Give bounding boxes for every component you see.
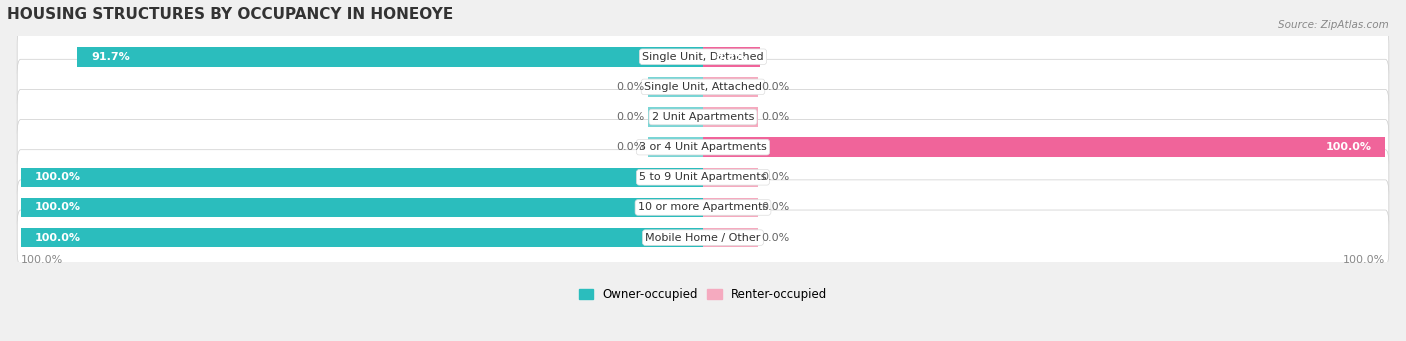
Text: 10 or more Apartments: 10 or more Apartments <box>638 203 768 212</box>
FancyBboxPatch shape <box>17 89 1389 145</box>
Bar <box>21 198 703 217</box>
Text: 100.0%: 100.0% <box>34 172 80 182</box>
Bar <box>21 165 1385 190</box>
FancyBboxPatch shape <box>17 180 1389 235</box>
Text: 100.0%: 100.0% <box>34 203 80 212</box>
Bar <box>703 47 759 66</box>
FancyBboxPatch shape <box>17 210 1389 265</box>
Text: 0.0%: 0.0% <box>761 82 789 92</box>
Text: 100.0%: 100.0% <box>21 255 63 265</box>
Bar <box>648 167 703 187</box>
Text: 0.0%: 0.0% <box>617 142 645 152</box>
Text: HOUSING STRUCTURES BY OCCUPANCY IN HONEOYE: HOUSING STRUCTURES BY OCCUPANCY IN HONEO… <box>7 7 453 22</box>
Text: Mobile Home / Other: Mobile Home / Other <box>645 233 761 242</box>
Text: Single Unit, Detached: Single Unit, Detached <box>643 52 763 62</box>
Text: 100.0%: 100.0% <box>1343 255 1385 265</box>
Text: 5 to 9 Unit Apartments: 5 to 9 Unit Apartments <box>640 172 766 182</box>
Bar <box>21 104 1385 130</box>
Bar <box>648 228 703 248</box>
Bar <box>703 77 758 97</box>
Text: Source: ZipAtlas.com: Source: ZipAtlas.com <box>1278 20 1389 30</box>
Text: 100.0%: 100.0% <box>1326 142 1372 152</box>
Bar <box>703 228 758 248</box>
Bar <box>703 137 1385 157</box>
Text: 2 Unit Apartments: 2 Unit Apartments <box>652 112 754 122</box>
Bar <box>703 137 758 157</box>
Text: 0.0%: 0.0% <box>617 82 645 92</box>
Bar <box>77 47 703 66</box>
FancyBboxPatch shape <box>17 29 1389 84</box>
Text: 0.0%: 0.0% <box>761 203 789 212</box>
Text: 0.0%: 0.0% <box>761 172 789 182</box>
Text: 0.0%: 0.0% <box>617 112 645 122</box>
Bar <box>21 195 1385 220</box>
Text: Single Unit, Attached: Single Unit, Attached <box>644 82 762 92</box>
FancyBboxPatch shape <box>17 120 1389 175</box>
Bar <box>21 44 1385 69</box>
Bar <box>648 47 703 66</box>
Text: 0.0%: 0.0% <box>761 233 789 242</box>
Text: 0.0%: 0.0% <box>761 112 789 122</box>
Bar <box>648 77 703 97</box>
Text: 3 or 4 Unit Apartments: 3 or 4 Unit Apartments <box>640 142 766 152</box>
Bar <box>21 74 1385 99</box>
Bar <box>703 167 758 187</box>
Text: 100.0%: 100.0% <box>34 233 80 242</box>
Bar <box>648 137 703 157</box>
Text: 91.7%: 91.7% <box>91 52 129 62</box>
FancyBboxPatch shape <box>17 59 1389 115</box>
FancyBboxPatch shape <box>17 150 1389 205</box>
Bar <box>703 107 758 127</box>
Bar <box>703 198 758 217</box>
Bar <box>648 107 703 127</box>
Legend: Owner-occupied, Renter-occupied: Owner-occupied, Renter-occupied <box>574 283 832 306</box>
Bar <box>21 225 1385 250</box>
Bar <box>703 47 758 66</box>
Bar <box>21 167 703 187</box>
Text: 8.3%: 8.3% <box>716 52 747 62</box>
Bar <box>648 198 703 217</box>
Bar <box>21 135 1385 160</box>
Bar <box>21 228 703 248</box>
